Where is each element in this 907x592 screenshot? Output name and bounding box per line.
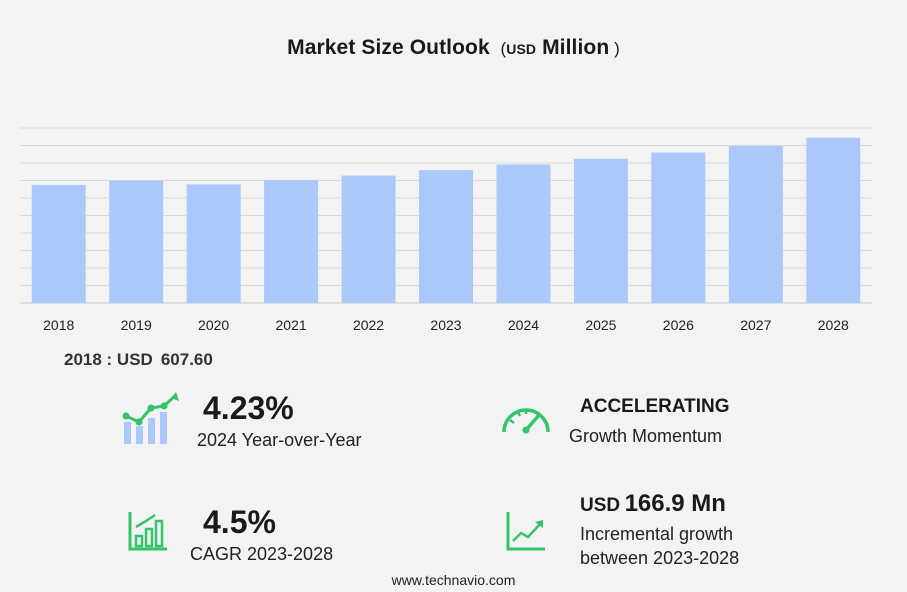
title-unit: Million bbox=[542, 36, 610, 59]
x-tick-label-2024: 2024 bbox=[508, 317, 539, 333]
bar-chart: 2018 2019 2020 2021 2022 2023 2024 2025 2026 2027… bbox=[20, 127, 872, 333]
title-paren-open: ( bbox=[495, 39, 507, 58]
bar-2026 bbox=[651, 152, 706, 303]
line-growth-icon bbox=[506, 512, 545, 551]
bar-2025 bbox=[573, 158, 628, 303]
kpi-incremental-caption-1: Incremental growth bbox=[580, 524, 734, 544]
x-tick-label-2022: 2022 bbox=[353, 317, 384, 333]
x-tick-label-2025: 2025 bbox=[585, 317, 616, 333]
growth-chart-icon bbox=[122, 392, 179, 444]
kpi-cagr: 4.5% bbox=[203, 506, 276, 538]
kpi-cagr-caption: CAGR 2023-2028 bbox=[190, 544, 334, 564]
x-tick-label-2027: 2027 bbox=[740, 317, 771, 333]
x-tick-label-2018: 2018 bbox=[43, 317, 74, 333]
x-axis-ticks: 2018 2019 2020 2021 2022 2023 2024 2025 2026 2027… bbox=[43, 317, 849, 333]
x-tick-label-2021: 2021 bbox=[276, 317, 307, 333]
kpi-yoy: 4.23% bbox=[203, 392, 294, 424]
kpi-momentum-value: ACCELERATING bbox=[580, 396, 730, 417]
x-tick-label-2020: 2020 bbox=[198, 317, 229, 333]
bar-2021 bbox=[264, 180, 319, 303]
bar-2028 bbox=[806, 137, 861, 303]
kpi-incremental-value: 166.9 Mn bbox=[624, 490, 726, 517]
x-tick-label-2023: 2023 bbox=[430, 317, 461, 333]
bar-2024 bbox=[496, 164, 551, 303]
kpi-yoy-caption: 2024 Year-over-Year bbox=[197, 430, 362, 450]
kpi-incremental-caption-2: between 2023-2028 bbox=[580, 548, 740, 568]
title-unit-prefix: USD bbox=[506, 41, 537, 57]
base-year-label: 2018 : USD bbox=[64, 350, 153, 369]
x-tick-label-2026: 2026 bbox=[663, 317, 694, 333]
bar-2027 bbox=[728, 146, 783, 303]
kpi-cagr-value: 4.5% bbox=[203, 504, 276, 540]
kpi-incremental: USD 166.9 Mn bbox=[580, 490, 726, 518]
bar-growth-icon bbox=[128, 512, 167, 551]
kpi-incremental-prefix: USD bbox=[580, 495, 621, 516]
footer-site: www.technavio.com bbox=[391, 572, 516, 588]
kpi-momentum-caption: Growth Momentum bbox=[569, 426, 723, 446]
bar-2020 bbox=[186, 184, 241, 303]
title-paren-close: ) bbox=[609, 39, 620, 58]
base-year-value: 607.60 bbox=[160, 350, 213, 369]
bars bbox=[31, 137, 861, 303]
x-tick-label-2019: 2019 bbox=[121, 317, 152, 333]
x-tick-label-2028: 2028 bbox=[818, 317, 849, 333]
chart-title: Market Size Outlook (USD Million ) bbox=[0, 36, 907, 60]
base-year-summary: 2018 : USD 607.60 bbox=[64, 350, 213, 370]
kpi-yoy-value: 4.23% bbox=[203, 390, 294, 426]
bar-2018 bbox=[31, 184, 86, 303]
chart-title-text: Market Size Outlook bbox=[287, 36, 490, 59]
speedometer-icon bbox=[502, 408, 550, 434]
bar-2019 bbox=[109, 180, 164, 303]
bar-2022 bbox=[341, 175, 396, 303]
bar-2023 bbox=[419, 170, 473, 303]
